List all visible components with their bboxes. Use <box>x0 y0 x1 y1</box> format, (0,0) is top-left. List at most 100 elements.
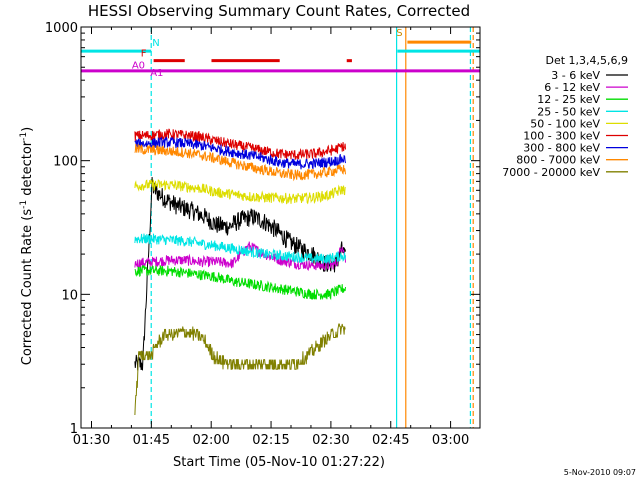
data-point <box>134 149 135 150</box>
data-point <box>252 364 253 365</box>
data-point <box>134 263 135 264</box>
data-point <box>248 196 249 197</box>
data-point <box>296 174 297 175</box>
data-point <box>232 248 233 249</box>
mode-marker-label: A0 <box>132 60 145 71</box>
data-point <box>288 241 289 242</box>
data-point <box>342 255 343 256</box>
data-point <box>134 185 135 186</box>
data-point <box>248 283 249 284</box>
data-point <box>280 255 281 256</box>
data-point <box>134 364 135 365</box>
data-point <box>232 263 233 264</box>
data-point <box>240 219 241 220</box>
data-point <box>200 261 201 262</box>
data-point <box>312 197 313 198</box>
date-stamp: 5-Nov-2010 09:07 <box>564 468 636 477</box>
data-point <box>312 174 313 175</box>
data-point <box>264 286 265 287</box>
data-point <box>300 248 301 249</box>
data-point <box>184 241 185 242</box>
data-point <box>296 198 297 199</box>
data-point <box>260 364 261 365</box>
data-point <box>228 364 229 365</box>
data-point <box>342 158 343 159</box>
data-point <box>236 364 237 365</box>
data-point <box>200 243 201 244</box>
data-point <box>340 328 341 329</box>
data-point <box>248 166 249 167</box>
data-point <box>164 198 165 199</box>
data-point <box>296 291 297 292</box>
data-point <box>296 256 297 257</box>
data-point <box>342 169 343 170</box>
data-point <box>212 355 213 356</box>
data-point <box>188 332 189 333</box>
data-point <box>312 153 313 154</box>
data-point <box>151 261 152 262</box>
series-line <box>134 128 346 160</box>
data-point <box>216 245 217 246</box>
data-point <box>168 142 169 143</box>
data-point <box>264 197 265 198</box>
data-point <box>151 270 152 271</box>
data-point <box>268 364 269 365</box>
data-point <box>184 260 185 261</box>
y-tick-label: 100 <box>53 155 78 170</box>
data-point <box>176 205 177 206</box>
data-point <box>172 334 173 335</box>
data-point <box>151 135 152 136</box>
data-point <box>151 355 152 356</box>
data-point <box>168 150 169 151</box>
data-point <box>184 135 185 136</box>
data-point <box>332 334 333 335</box>
mode-marker-label: A1 <box>150 68 163 79</box>
data-point <box>345 170 346 171</box>
legend-title: Det 1,3,4,5,6,9 <box>545 54 628 67</box>
data-point <box>345 256 346 257</box>
data-point <box>252 216 253 217</box>
legend-label: 3 - 6 keV <box>551 69 600 82</box>
data-point <box>296 164 297 165</box>
data-point <box>345 260 346 261</box>
svg-text:Corrected Count Rate (s-1 dete: Corrected Count Rate (s-1 detector-1) <box>19 127 35 365</box>
data-point <box>164 334 165 335</box>
data-point <box>308 355 309 356</box>
data-point <box>142 355 143 356</box>
data-point <box>134 135 135 136</box>
data-point <box>264 221 265 222</box>
data-point <box>168 260 169 261</box>
data-point <box>192 210 193 211</box>
data-point <box>300 360 301 361</box>
data-point <box>280 162 281 163</box>
data-point <box>292 364 293 365</box>
data-point <box>328 265 329 266</box>
chart-title: HESSI Observing Summary Count Rates, Cor… <box>88 2 470 20</box>
data-point <box>168 239 169 240</box>
data-point <box>216 148 217 149</box>
mode-marker-label: N <box>152 38 159 49</box>
legend-label: 7000 - 20000 keV <box>502 166 600 179</box>
data-point <box>216 276 217 277</box>
data-point <box>151 238 152 239</box>
series-6 <box>134 136 346 171</box>
data-point <box>336 291 337 292</box>
data-point <box>216 192 217 193</box>
data-point <box>328 258 329 259</box>
y-tick-label: 10 <box>61 288 78 303</box>
data-point <box>312 163 313 164</box>
plot-frame <box>80 26 481 429</box>
data-point <box>284 364 285 365</box>
series-line <box>134 323 346 416</box>
data-point <box>184 152 185 153</box>
data-point <box>276 230 277 231</box>
data-point <box>168 184 169 185</box>
data-point <box>280 288 281 289</box>
series-1 <box>134 241 346 272</box>
data-point <box>345 328 346 329</box>
series-line <box>134 136 346 171</box>
data-point <box>342 189 343 190</box>
series-5 <box>134 128 346 160</box>
data-point <box>336 256 337 257</box>
data-point <box>336 160 337 161</box>
